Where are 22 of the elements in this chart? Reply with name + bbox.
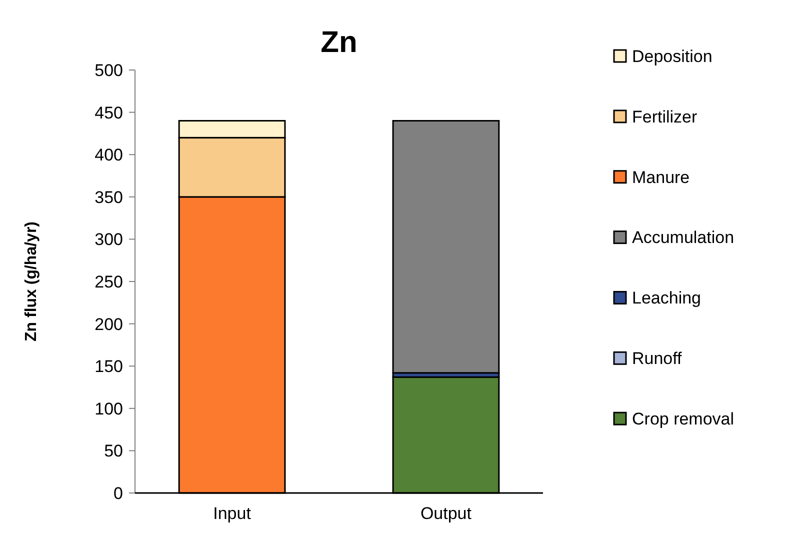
y-tick-label: 400 bbox=[94, 146, 123, 165]
y-tick-label: 100 bbox=[94, 399, 123, 418]
legend-label: Fertilizer bbox=[632, 107, 698, 126]
legend-label: Runoff bbox=[632, 349, 682, 368]
x-tick-label: Output bbox=[420, 504, 472, 523]
legend-label: Crop removal bbox=[632, 410, 734, 429]
x-tick-label: Input bbox=[213, 504, 252, 523]
legend-label: Leaching bbox=[632, 288, 702, 308]
y-tick-label: 350 bbox=[94, 188, 123, 207]
legend-label: Deposition bbox=[632, 46, 712, 66]
legend-label: Accumulation bbox=[632, 228, 734, 248]
chart-title: Zn bbox=[320, 26, 358, 59]
y-tick-label: 150 bbox=[94, 357, 123, 376]
y-tick-label: 300 bbox=[94, 230, 123, 250]
y-tick-label: 50 bbox=[104, 442, 123, 461]
y-tick-label: 500 bbox=[94, 60, 123, 80]
legend-label: Manure bbox=[632, 168, 690, 187]
y-tick-label: 450 bbox=[94, 103, 123, 122]
y-tick-label: 0 bbox=[114, 484, 123, 503]
y-tick-label: 200 bbox=[94, 314, 123, 334]
y-tick-label: 250 bbox=[94, 272, 123, 292]
y-axis-title: Zn flux (g/ha/yr) bbox=[23, 222, 40, 342]
